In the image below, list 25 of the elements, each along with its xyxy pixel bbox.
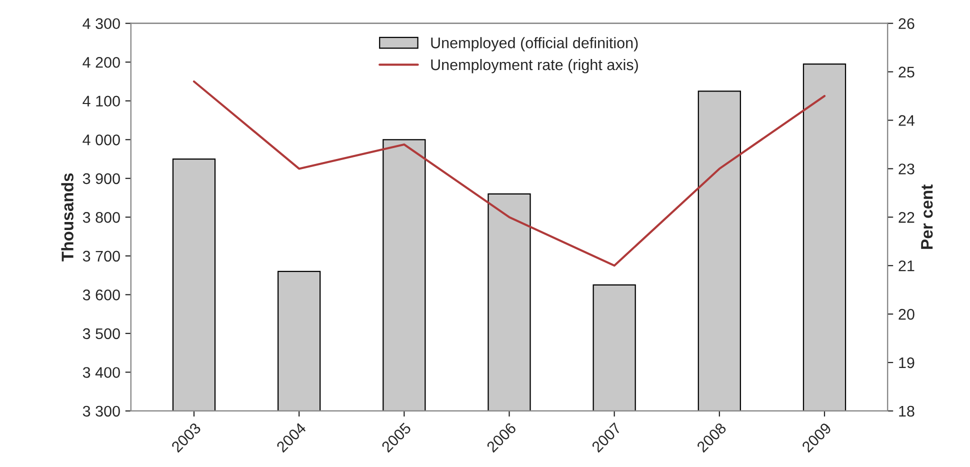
y-tick-label: 4 200 (82, 56, 120, 68)
y2-tick-label: 21 (898, 260, 914, 272)
y2-tick-label: 18 (899, 406, 914, 417)
y2-tick-label: 24 (898, 115, 915, 126)
y-tick-label: 3 500 (82, 328, 120, 340)
y-tick-label: 3 700 (82, 250, 120, 262)
y2-axis-title: Per cent (921, 184, 933, 249)
y-tick-label: 3 300 (82, 406, 120, 417)
y-tick-label: 3 900 (82, 173, 120, 184)
y-tick-label: 3 600 (82, 290, 120, 300)
legend-label: Unemployment rate (right axis) (431, 58, 638, 74)
y-tick-label: 4 100 (82, 96, 120, 107)
line-series (192, 80, 826, 267)
legend-label: Unemployed (official definition) (431, 37, 638, 52)
y2-tick-label: 22 (898, 212, 914, 223)
y2-tick-label: 23 (898, 164, 914, 174)
y-tick-label: 3 800 (82, 212, 120, 223)
y-tick-label: 4 300 (82, 18, 120, 30)
y2-tick-label: 19 (899, 357, 914, 368)
y2-tick-label: 20 (898, 308, 914, 320)
y-axis-title: Thousands (61, 173, 74, 262)
y-tick-label: 3 400 (82, 367, 120, 378)
y2-tick-label: 25 (898, 66, 914, 78)
y2-tick-label: 26 (898, 18, 914, 30)
y-tick-label: 4 000 (82, 134, 120, 146)
